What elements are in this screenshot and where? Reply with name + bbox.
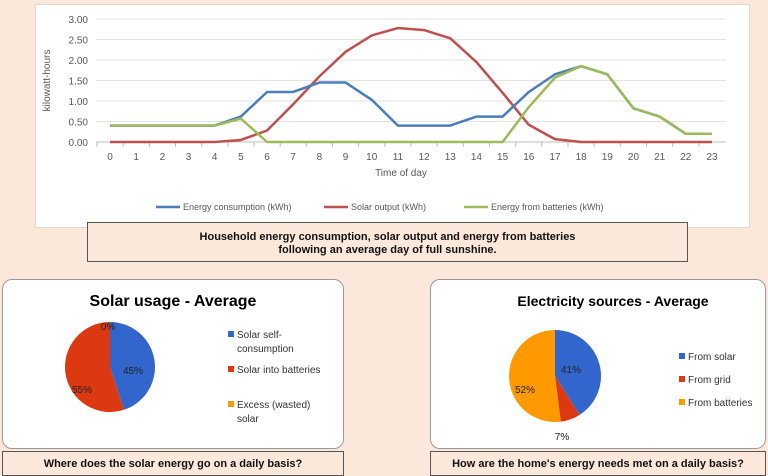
x-tick-label: 13 [445, 152, 457, 163]
x-tick-label: 7 [290, 152, 296, 163]
legend-swatch-2 [228, 401, 234, 407]
data-label-0: 41% [561, 365, 581, 376]
x-tick-label: 0 [107, 152, 113, 163]
legend-label-2: Excess (wasted) [237, 400, 310, 411]
x-axis-title: Time of day [375, 168, 427, 179]
data-label-2: 0% [101, 322, 116, 333]
x-tick-label: 18 [576, 152, 588, 163]
solar-usage-caption: Where does the solar energy go on a dail… [2, 451, 344, 476]
legend-swatch-1 [679, 376, 685, 382]
legend-label-2: Energy from batteries (kWh) [491, 202, 604, 212]
legend-swatch-0 [679, 353, 685, 359]
line-chart-caption: Household energy consumption, solar outp… [87, 222, 688, 262]
x-tick-label: 23 [706, 152, 718, 163]
x-tick-label: 6 [264, 152, 270, 163]
x-tick-label: 10 [366, 152, 378, 163]
series-line-1 [110, 26, 712, 144]
x-tick-label: 9 [343, 152, 349, 163]
series-line-2 [110, 64, 712, 144]
chart-title: Solar usage - Average [90, 293, 257, 310]
line-chart-panel: 0.00 0.50 1.00 1.50 2.00 2.50 3.00 0 1 2 3 4 5 6 7 8 9 10… [35, 4, 750, 228]
legend-swatch-0 [228, 331, 234, 337]
x-tick-label: 16 [523, 152, 535, 163]
legend-swatch-1 [228, 366, 234, 372]
data-label-0: 45% [123, 366, 143, 377]
pie-slice-0 [555, 330, 601, 415]
x-tick-label: 20 [628, 152, 640, 163]
x-tick-label: 17 [549, 152, 561, 163]
x-tick-label: 22 [680, 152, 692, 163]
pie-slice-2 [509, 330, 561, 422]
y-tick-label: 2.50 [69, 36, 89, 47]
data-label-1: 7% [555, 432, 570, 443]
x-tick-label: 2 [160, 152, 166, 163]
legend-label-1: Solar output (kWh) [351, 202, 426, 212]
solar-usage-panel: Solar usage - Average 45% 55% 0% Solar self-… [2, 279, 344, 449]
data-label-2: 52% [515, 385, 535, 396]
solar-usage-pie-chart: Solar usage - Average 45% 55% 0% Solar self-… [64, 293, 320, 425]
caption-line-1: Household energy consumption, solar outp… [199, 231, 576, 243]
data-label-1: 55% [72, 385, 92, 396]
x-tick-label: 19 [602, 152, 614, 163]
y-tick-label: 0.00 [69, 138, 89, 149]
pie-slice-0 [110, 322, 155, 410]
x-tick-label: 8 [317, 152, 323, 163]
legend-swatch-2 [679, 399, 685, 405]
legend-label-0-cont: consumption [237, 344, 294, 355]
x-tick-label: 1 [133, 152, 139, 163]
x-tick-label: 14 [471, 152, 483, 163]
x-tick-label: 3 [186, 152, 192, 163]
y-tick-label: 1.00 [69, 97, 89, 108]
y-tick-label: 0.50 [69, 118, 89, 129]
pie-slice-1 [555, 376, 580, 422]
pie-slice-1 [64, 322, 124, 412]
electricity-sources-pie-chart: Electricity sources - Average 41% 7% 52% Fro… [509, 293, 752, 443]
x-tick-label: 4 [212, 152, 218, 163]
y-tick-label: 3.00 [69, 15, 89, 26]
x-tick-label: 5 [238, 152, 244, 163]
line-chart: 0.000.501.001.502.002.503.000 1 2 3 4 5 6 7 8 9 10… [42, 15, 726, 212]
electricity-sources-panel: Electricity sources - Average 41% 7% 52% Fro… [430, 279, 766, 449]
legend-label-1: From grid [688, 375, 731, 386]
legend-label-1: Solar into batteries [237, 365, 320, 376]
legend-label-2-cont: solar [237, 414, 259, 425]
chart-title: Electricity sources - Average [517, 293, 708, 309]
x-tick-label: 12 [419, 152, 431, 163]
y-tick-label: 2.00 [69, 56, 89, 67]
legend-label-0: Solar self- [237, 330, 282, 341]
series-line-0 [110, 64, 712, 136]
x-tick-label: 11 [393, 152, 404, 163]
x-tick-label: 21 [654, 152, 666, 163]
legend-label-2: From batteries [688, 398, 752, 409]
electricity-sources-caption: How are the home's energy needs met on a… [430, 451, 766, 476]
x-tick-label: 15 [497, 152, 509, 163]
legend-label-0: Energy consumption (kWh) [183, 202, 292, 212]
y-tick-label: 1.50 [69, 77, 89, 88]
caption-line-2: following an average day of full sunshin… [278, 244, 497, 256]
y-axis-title: kilowatt-hours [42, 50, 53, 112]
legend-label-0: From solar [688, 352, 736, 363]
